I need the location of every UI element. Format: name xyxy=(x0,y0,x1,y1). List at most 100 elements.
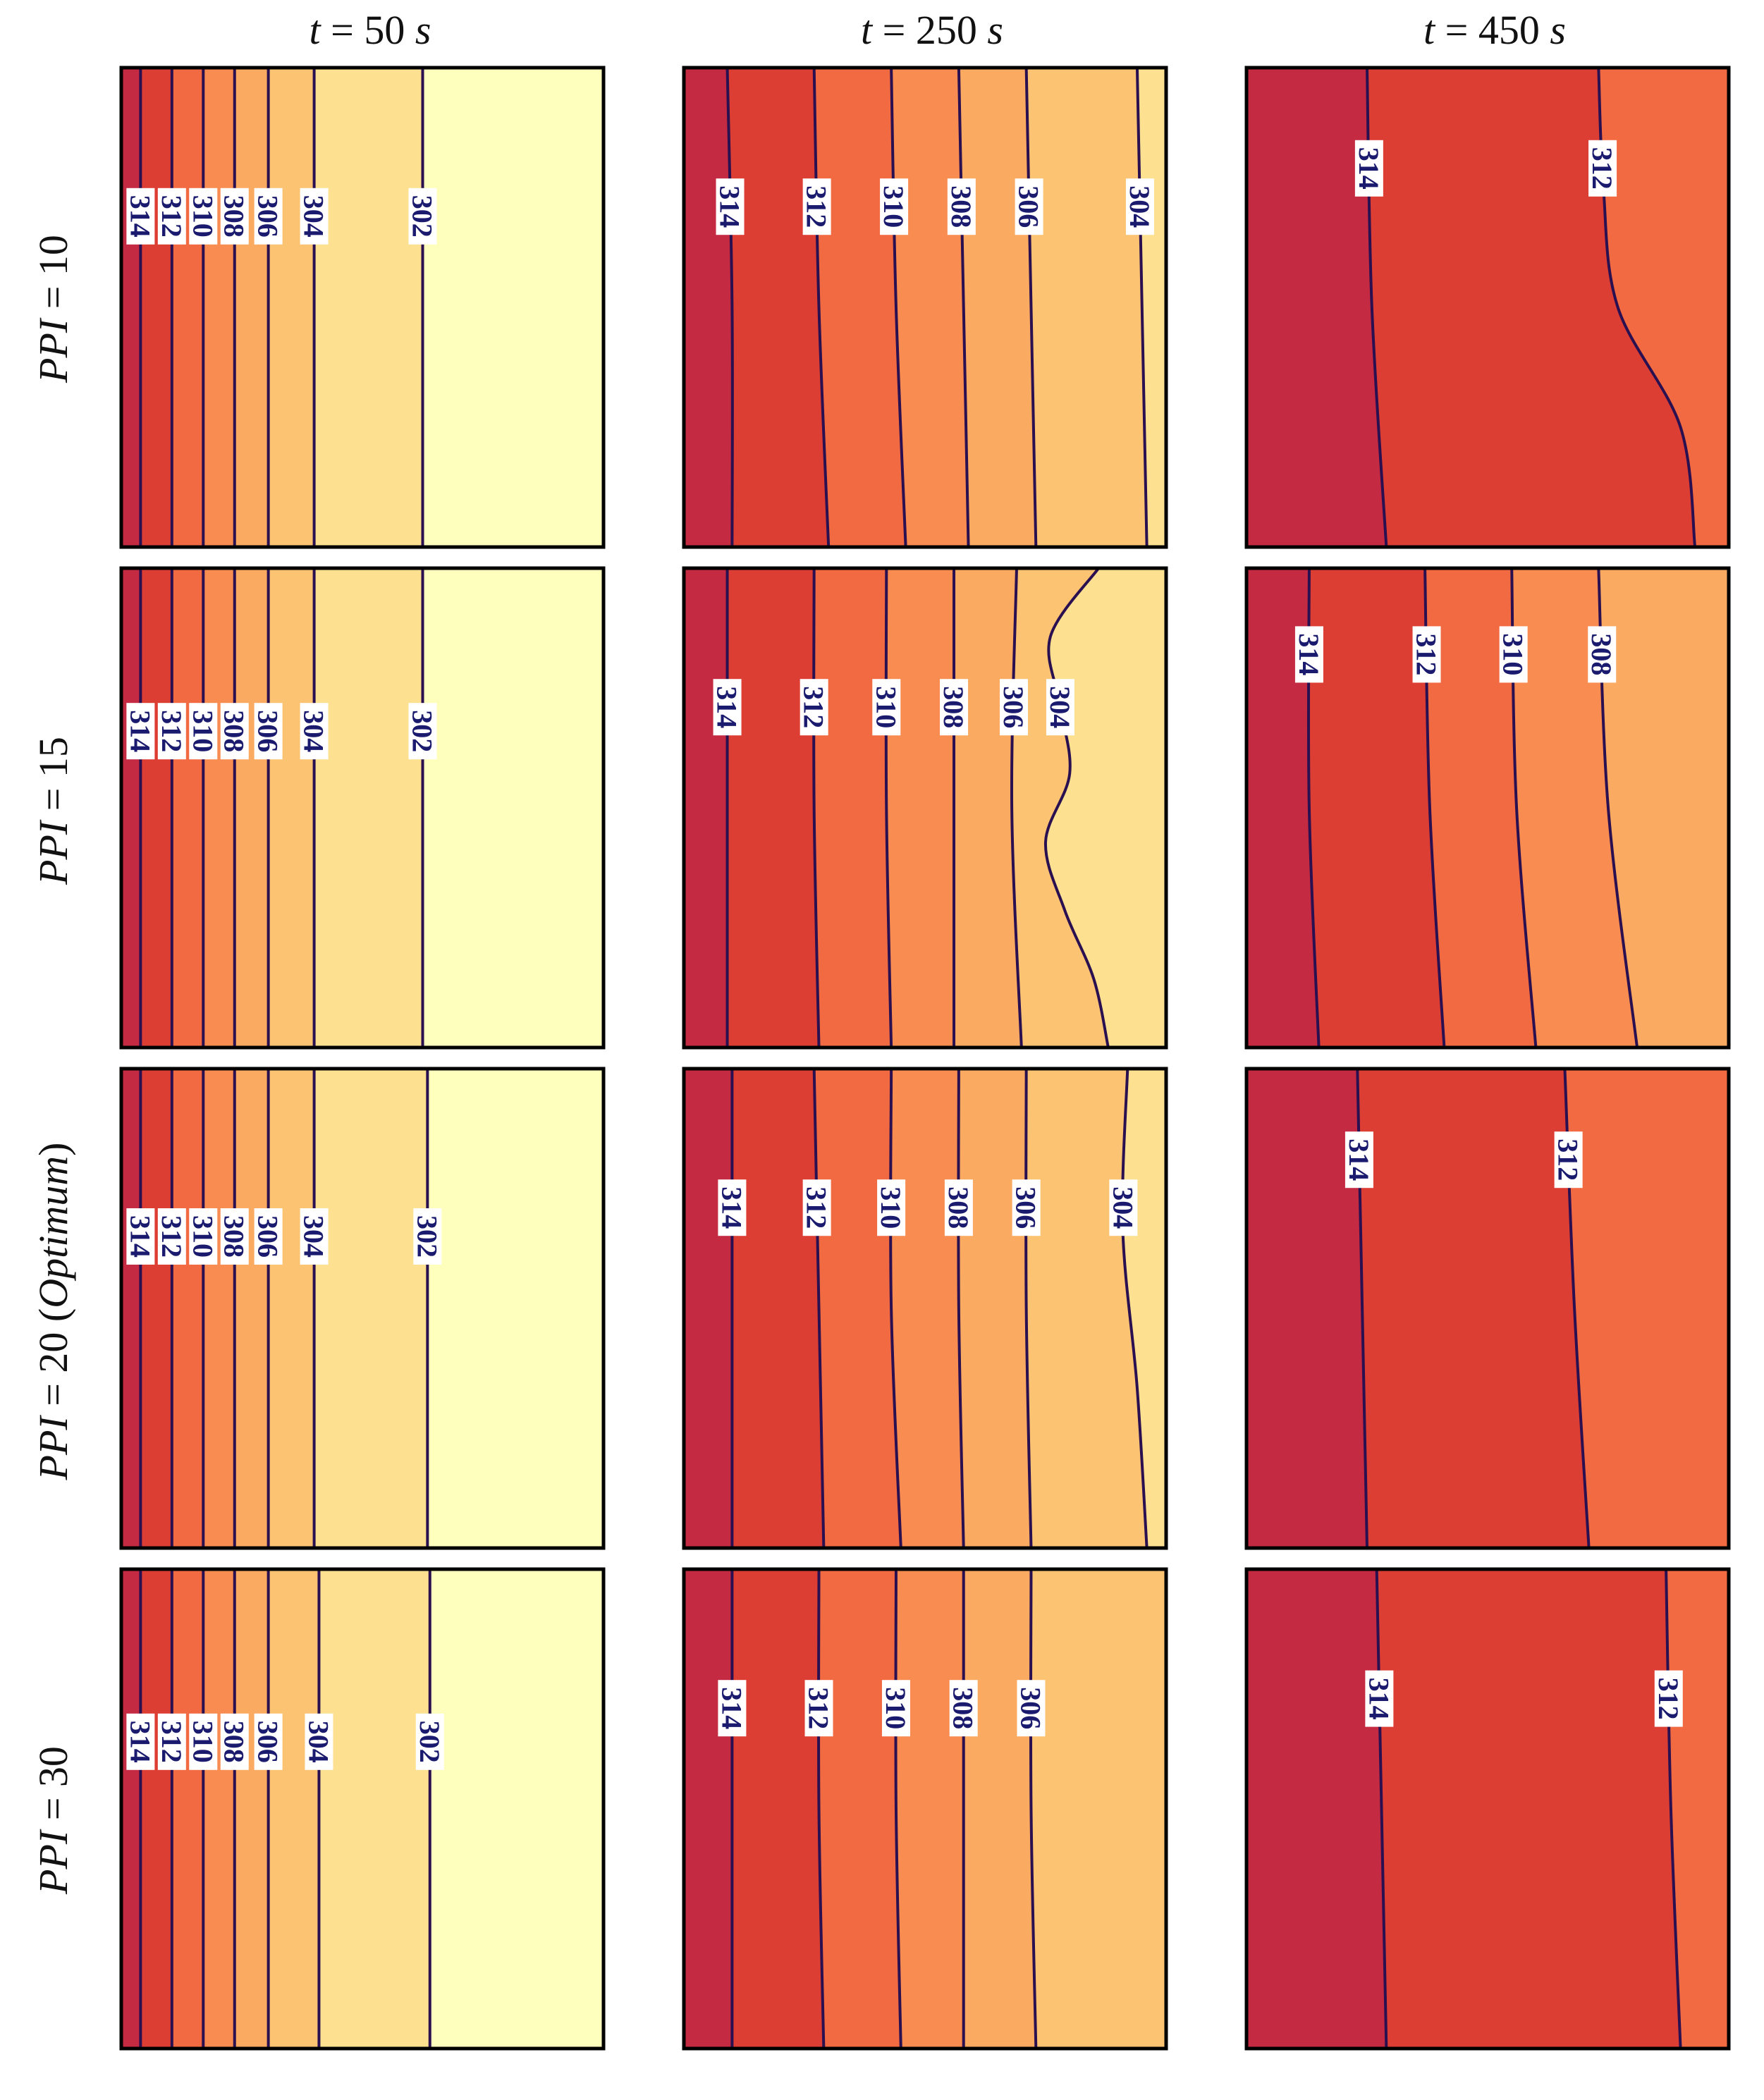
contour-line-304 xyxy=(1043,568,1110,1048)
contour-label-text: 310 xyxy=(187,1215,219,1258)
contour-label-text: 306 xyxy=(252,1215,284,1258)
contour-label-312: 312 xyxy=(803,1680,835,1737)
contour-line-312 xyxy=(1665,1569,1682,2049)
row-title-ppi-15: PPI = 15 xyxy=(30,737,76,885)
panel-r3-c0: 314 312 310 308 306 304 302 xyxy=(119,1567,606,2051)
contour-label-310: 310 xyxy=(187,703,219,760)
contour-label-314: 314 xyxy=(716,1179,747,1236)
contour-label-314: 314 xyxy=(1353,140,1385,197)
contour-label-text: 308 xyxy=(219,710,250,752)
contour-label-312: 312 xyxy=(1586,140,1618,197)
contour-label-314: 314 xyxy=(716,1680,747,1737)
contour-label-304: 304 xyxy=(1124,178,1156,235)
contour-label-text: 304 xyxy=(1044,686,1076,728)
row-title-ppi-30: PPI = 30 xyxy=(30,1746,76,1895)
contour-label-text: 308 xyxy=(943,1186,974,1229)
contour-line-312 xyxy=(812,68,831,547)
contour-label-text: 304 xyxy=(298,710,330,752)
contour-label-308: 308 xyxy=(1586,626,1617,683)
contour-label-text: 310 xyxy=(187,1721,219,1763)
contour-label-text: 314 xyxy=(124,1215,156,1258)
band-304 xyxy=(1045,568,1166,1048)
panel-frame xyxy=(1244,1067,1731,1550)
panels: 314 312 310 308 306 304 302 314 312 310 308 306 3043… xyxy=(119,66,1731,2051)
contour-label-308: 308 xyxy=(219,1713,250,1770)
contour-line-308 xyxy=(1597,568,1639,1048)
contour-label-text: 306 xyxy=(1015,1687,1046,1729)
contour-line-314 xyxy=(1366,68,1388,547)
col-title-50s: t = 50 s xyxy=(310,7,431,53)
contour-label-text: 312 xyxy=(156,1721,188,1763)
panel-frame xyxy=(119,1567,606,2051)
contour-label-text: 314 xyxy=(1293,633,1325,675)
contour-label-314: 314 xyxy=(124,1208,156,1265)
panel-frame xyxy=(1244,566,1731,1050)
contour-label-text: 310 xyxy=(187,710,219,752)
contour-label-text: 304 xyxy=(302,1721,334,1763)
contour-label-text: 308 xyxy=(938,686,969,728)
band-306 xyxy=(1030,1569,1166,2049)
contour-line-312 xyxy=(812,1069,826,1548)
contour-label-308: 308 xyxy=(219,1208,250,1265)
panel-r1-c0: 314 312 310 308 306 304 302 xyxy=(119,566,606,1050)
contour-label-text: 304 xyxy=(1107,1186,1139,1229)
contour-label-text: 314 xyxy=(1343,1138,1375,1181)
contour-label-text: 312 xyxy=(803,1687,835,1729)
contour-label-314: 314 xyxy=(124,1713,156,1770)
contour-label-text: 312 xyxy=(801,1186,833,1229)
contour-label-text: 314 xyxy=(1353,147,1385,190)
contour-label-304: 304 xyxy=(1107,1179,1139,1236)
contour-label-314: 314 xyxy=(1293,626,1325,683)
contour-label-text: 312 xyxy=(156,195,188,238)
panel-frame xyxy=(1244,66,1731,549)
panel-r2-c2: 314 312 xyxy=(1244,1067,1731,1550)
contour-label-310: 310 xyxy=(875,1179,907,1236)
contour-label-314: 314 xyxy=(714,178,746,235)
contour-label-text: 304 xyxy=(1124,185,1156,228)
contour-label-306: 306 xyxy=(252,188,284,245)
contour-label-text: 314 xyxy=(124,195,156,238)
band-302 xyxy=(422,568,604,1048)
contour-label-text: 310 xyxy=(870,686,902,728)
panel-frame xyxy=(1244,1567,1731,2051)
contour-label-text: 304 xyxy=(298,195,330,238)
band-312 xyxy=(1598,68,1729,547)
contour-label-text: 314 xyxy=(711,686,743,728)
contour-label-312: 312 xyxy=(1552,1131,1584,1189)
contour-label-text: 308 xyxy=(948,1687,979,1729)
contour-label-text: 310 xyxy=(875,1186,907,1229)
contour-label-text: 302 xyxy=(414,1721,446,1763)
contour-line-304 xyxy=(1135,68,1149,547)
contour-label-text: 314 xyxy=(714,185,746,228)
contour-label-text: 308 xyxy=(1586,633,1617,675)
column-titles: t = 50 s t = 250 s t = 450 s xyxy=(310,7,1566,53)
band-314 xyxy=(1376,1569,1729,2049)
contour-label-text: 314 xyxy=(124,1721,156,1763)
contour-label-306: 306 xyxy=(1015,1680,1046,1737)
contour-label-308: 308 xyxy=(945,178,977,235)
panel-frame xyxy=(682,1067,1168,1550)
contour-label-310: 310 xyxy=(870,679,902,736)
contour-line-314 xyxy=(725,68,734,547)
contour-label-308: 308 xyxy=(938,679,969,736)
panel-frame xyxy=(682,66,1168,549)
band-302 xyxy=(427,1069,604,1548)
contour-label-310: 310 xyxy=(187,188,219,245)
band-312 xyxy=(1564,1069,1729,1548)
contour-line-306 xyxy=(1010,568,1023,1048)
contour-label-text: 312 xyxy=(1552,1138,1584,1181)
contour-label-text: 306 xyxy=(252,1721,284,1763)
panel-r1-c1: 314 312 310 308 306 304 xyxy=(682,566,1168,1050)
contour-line-312 xyxy=(817,1569,826,2049)
contour-label-text: 312 xyxy=(801,185,833,228)
contour-label-text: 308 xyxy=(945,185,977,228)
contour-label-306: 306 xyxy=(252,1713,284,1770)
contour-label-text: 312 xyxy=(156,1215,188,1258)
contour-label-312: 312 xyxy=(1411,626,1443,683)
col-title-250s: t = 250 s xyxy=(861,7,1003,53)
panel-frame xyxy=(119,1067,606,1550)
contour-label-314: 314 xyxy=(124,703,156,760)
contour-label-304: 304 xyxy=(298,1208,330,1265)
band-302 xyxy=(429,1569,604,2049)
